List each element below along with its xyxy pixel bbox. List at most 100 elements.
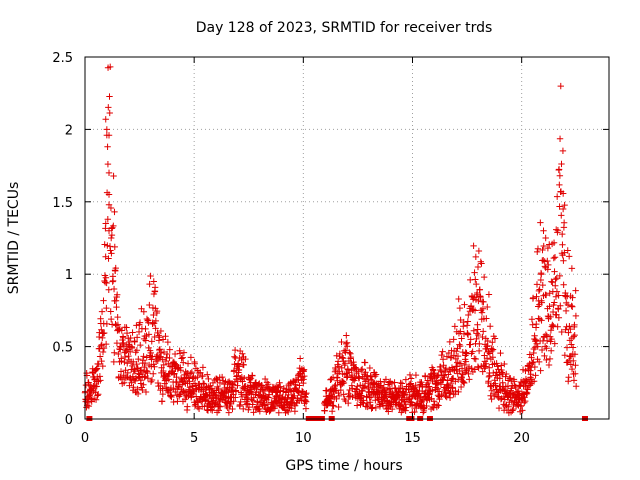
data-point xyxy=(372,404,380,412)
data-point xyxy=(147,378,155,385)
data-point xyxy=(197,369,204,376)
data-point xyxy=(445,371,452,378)
data-point xyxy=(129,362,136,370)
data-point xyxy=(99,348,107,356)
data-point xyxy=(344,373,351,380)
data-point xyxy=(406,371,414,379)
data-point xyxy=(388,405,396,413)
data-point xyxy=(115,350,122,358)
data-point xyxy=(157,349,165,357)
data-point xyxy=(461,361,468,369)
data-point xyxy=(502,373,509,380)
data-point xyxy=(103,304,110,312)
data-point xyxy=(495,366,502,373)
data-point xyxy=(121,358,128,366)
data-point xyxy=(109,277,117,285)
data-point xyxy=(146,280,153,288)
data-point xyxy=(130,383,137,391)
data-point xyxy=(166,354,173,362)
data-point xyxy=(543,337,551,344)
data-point xyxy=(200,380,208,388)
data-point xyxy=(208,385,216,392)
data-point xyxy=(553,288,561,295)
data-point xyxy=(546,355,554,363)
data-point xyxy=(550,239,558,246)
data-point xyxy=(102,340,110,348)
data-point xyxy=(300,366,308,373)
data-point xyxy=(561,201,568,209)
data-point xyxy=(358,365,366,373)
data-point xyxy=(456,304,464,312)
data-point xyxy=(551,253,559,261)
data-point xyxy=(105,191,113,198)
data-point xyxy=(559,147,567,155)
data-point xyxy=(430,398,438,405)
data-point xyxy=(555,305,562,313)
data-point xyxy=(342,347,350,354)
data-point xyxy=(561,249,568,256)
data-point xyxy=(353,402,361,409)
data-point xyxy=(141,374,148,381)
data-point xyxy=(110,172,117,180)
data-point xyxy=(165,376,173,383)
data-point xyxy=(521,394,528,401)
data-point xyxy=(535,358,543,366)
data-point xyxy=(541,263,549,270)
data-point xyxy=(327,398,335,405)
data-point xyxy=(476,340,483,348)
data-point xyxy=(100,344,108,352)
data-point xyxy=(284,408,292,416)
data-point xyxy=(147,349,155,357)
data-point xyxy=(544,244,552,252)
data-point xyxy=(357,366,365,374)
data-point xyxy=(473,330,481,337)
data-point xyxy=(139,386,146,394)
data-point xyxy=(245,403,253,411)
data-point xyxy=(456,342,464,350)
data-point xyxy=(559,205,567,213)
data-point xyxy=(228,380,236,387)
data-point xyxy=(480,298,487,306)
data-point xyxy=(199,372,206,380)
data-point xyxy=(439,348,446,355)
data-point xyxy=(528,316,536,323)
data-point xyxy=(430,404,437,411)
data-point xyxy=(465,363,473,371)
data-point xyxy=(565,253,573,260)
data-point xyxy=(397,379,404,387)
data-point xyxy=(340,379,348,387)
data-point xyxy=(514,392,522,399)
data-point xyxy=(442,364,450,372)
data-point xyxy=(474,263,482,271)
data-point xyxy=(176,350,184,357)
data-point xyxy=(402,376,410,383)
data-point xyxy=(146,301,153,309)
data-point xyxy=(560,257,567,264)
data-points xyxy=(81,63,588,421)
data-point xyxy=(550,254,558,262)
data-point xyxy=(475,247,483,255)
data-point xyxy=(186,378,193,385)
data-point xyxy=(549,321,556,329)
data-point xyxy=(94,373,101,381)
data-point xyxy=(103,320,111,328)
data-point xyxy=(501,402,509,410)
x-tick-label: 10 xyxy=(295,431,312,446)
data-point xyxy=(568,265,576,272)
data-point xyxy=(401,389,409,396)
data-point xyxy=(178,355,185,362)
data-point xyxy=(470,242,477,250)
data-point xyxy=(209,407,216,414)
data-point xyxy=(495,404,503,412)
data-point xyxy=(124,369,131,377)
data-point xyxy=(568,365,576,373)
data-point xyxy=(133,347,141,354)
data-point xyxy=(571,370,579,377)
data-point xyxy=(343,332,350,339)
data-point xyxy=(277,387,284,394)
data-point xyxy=(364,376,372,383)
data-point xyxy=(303,389,310,397)
data-point xyxy=(468,365,475,372)
data-point xyxy=(360,384,368,391)
data-point xyxy=(102,220,109,227)
